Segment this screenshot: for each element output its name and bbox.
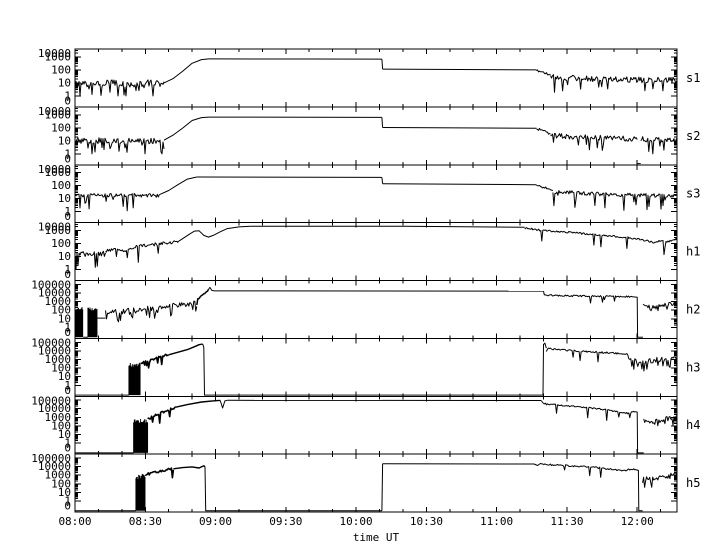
- svg-text:0: 0: [64, 326, 71, 339]
- svg-text:1000: 1000: [45, 108, 72, 121]
- svg-text:0: 0: [64, 152, 71, 165]
- svg-text:100000: 100000: [31, 336, 71, 349]
- svg-text:100000: 100000: [31, 394, 71, 407]
- svg-text:10: 10: [58, 76, 71, 89]
- svg-text:s1: s1: [686, 71, 700, 85]
- svg-text:10:30: 10:30: [410, 515, 443, 528]
- svg-text:100000: 100000: [31, 279, 71, 292]
- svg-text:h5: h5: [686, 476, 700, 490]
- svg-text:100: 100: [51, 362, 71, 375]
- svg-text:10: 10: [58, 312, 71, 325]
- svg-text:10: 10: [58, 428, 71, 441]
- svg-text:100: 100: [51, 121, 71, 134]
- svg-text:100: 100: [51, 304, 71, 317]
- svg-text:100: 100: [51, 419, 71, 432]
- svg-text:0: 0: [64, 94, 71, 107]
- svg-text:1000: 1000: [45, 353, 72, 366]
- svg-text:1000: 1000: [45, 411, 72, 424]
- svg-text:10000: 10000: [38, 47, 71, 60]
- svg-text:h2: h2: [686, 302, 700, 316]
- svg-text:1: 1: [64, 495, 71, 508]
- svg-text:100: 100: [51, 63, 71, 76]
- svg-text:08:30: 08:30: [129, 515, 162, 528]
- svg-text:100: 100: [51, 237, 71, 250]
- svg-text:1000: 1000: [45, 224, 72, 237]
- svg-text:1000: 1000: [45, 166, 72, 179]
- svg-text:1: 1: [64, 89, 71, 102]
- svg-text:10: 10: [58, 486, 71, 499]
- svg-text:1: 1: [64, 147, 71, 160]
- svg-text:10: 10: [58, 250, 71, 263]
- svg-text:10: 10: [58, 192, 71, 205]
- svg-text:0: 0: [64, 384, 71, 397]
- svg-text:1000: 1000: [45, 469, 72, 482]
- svg-text:09:30: 09:30: [269, 515, 302, 528]
- svg-text:10000: 10000: [38, 344, 71, 357]
- svg-text:h1: h1: [686, 245, 700, 259]
- svg-text:0: 0: [64, 442, 71, 455]
- svg-text:0: 0: [64, 268, 71, 281]
- svg-text:10: 10: [58, 134, 71, 147]
- svg-text:09:00: 09:00: [199, 515, 232, 528]
- svg-text:10000: 10000: [38, 402, 71, 415]
- svg-text:10000: 10000: [38, 460, 71, 473]
- svg-text:100: 100: [51, 477, 71, 490]
- svg-text:10:00: 10:00: [340, 515, 373, 528]
- svg-text:1000: 1000: [45, 295, 72, 308]
- svg-text:0: 0: [64, 500, 71, 513]
- svg-text:10000: 10000: [38, 287, 71, 300]
- svg-text:10000: 10000: [38, 163, 71, 176]
- svg-text:12:00: 12:00: [621, 515, 654, 528]
- svg-text:08:00: 08:00: [58, 515, 91, 528]
- svg-text:0: 0: [64, 210, 71, 223]
- svg-text:10000: 10000: [38, 105, 71, 118]
- svg-text:11:00: 11:00: [480, 515, 513, 528]
- svg-text:100: 100: [51, 179, 71, 192]
- svg-text:10000: 10000: [38, 221, 71, 234]
- svg-text:s3: s3: [686, 187, 700, 201]
- svg-text:h3: h3: [686, 360, 700, 374]
- svg-text:100000: 100000: [31, 452, 71, 465]
- svg-text:1: 1: [64, 437, 71, 450]
- svg-text:1: 1: [64, 205, 71, 218]
- svg-text:11:30: 11:30: [550, 515, 583, 528]
- svg-text:10: 10: [58, 370, 71, 383]
- svg-text:1000: 1000: [45, 50, 72, 63]
- svg-text:1: 1: [64, 263, 71, 276]
- svg-text:1: 1: [64, 379, 71, 392]
- svg-text:h4: h4: [686, 418, 700, 432]
- svg-text:1: 1: [64, 321, 71, 334]
- svg-text:time UT: time UT: [353, 531, 400, 544]
- svg-text:s2: s2: [686, 129, 700, 143]
